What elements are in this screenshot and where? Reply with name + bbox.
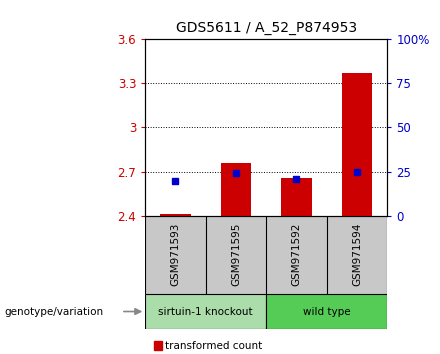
Bar — [221, 163, 251, 216]
Text: wild type: wild type — [303, 307, 351, 316]
Title: GDS5611 / A_52_P874953: GDS5611 / A_52_P874953 — [176, 21, 357, 35]
Text: GSM971595: GSM971595 — [231, 222, 241, 286]
Text: GSM971594: GSM971594 — [352, 222, 362, 286]
Bar — [281, 178, 312, 216]
Bar — [266, 294, 387, 329]
Text: sirtuin-1 knockout: sirtuin-1 knockout — [158, 307, 253, 316]
Bar — [145, 294, 266, 329]
Text: GSM971592: GSM971592 — [291, 222, 301, 286]
Text: transformed count: transformed count — [165, 341, 262, 351]
Text: genotype/variation: genotype/variation — [4, 307, 103, 316]
Text: GSM971593: GSM971593 — [170, 222, 180, 286]
Bar — [160, 215, 191, 216]
Bar — [342, 73, 372, 216]
